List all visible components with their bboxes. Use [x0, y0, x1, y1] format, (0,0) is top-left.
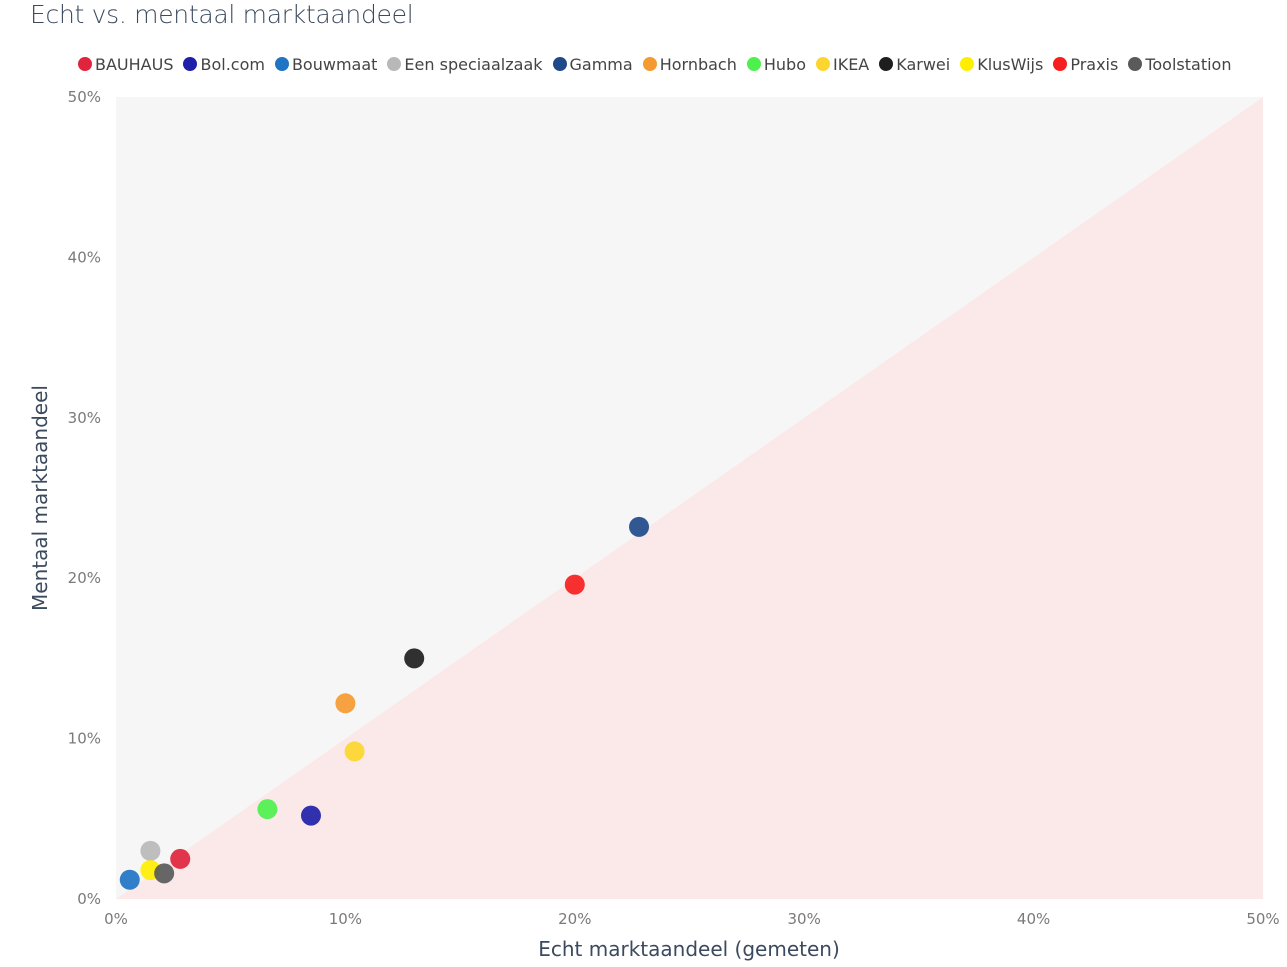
legend-item-toolstation[interactable]: Toolstation	[1128, 55, 1231, 74]
legend-label: Hubo	[763, 54, 806, 74]
x-tick-label: 10%	[329, 910, 362, 928]
legend-dot	[552, 57, 567, 71]
y-tick-label: 20%	[68, 569, 101, 587]
legend-dot	[960, 57, 975, 71]
legend-dot	[274, 57, 289, 71]
legend-label: Toolstation	[1145, 54, 1232, 74]
legend-dot	[1128, 57, 1143, 71]
point-een-speciaalzaak[interactable]	[140, 840, 161, 861]
legend-dot	[78, 57, 92, 71]
legend-item-hornbach[interactable]: Hornbach	[642, 54, 737, 74]
legend-dot	[815, 57, 830, 71]
legend-item-praxis[interactable]: Praxis	[1053, 55, 1118, 74]
legend-dot	[387, 57, 402, 71]
plot-background	[116, 97, 1263, 899]
legend-label: Praxis	[1070, 54, 1119, 74]
legend-item-kluswijs[interactable]: KlusWijs	[960, 55, 1043, 74]
point-hubo[interactable]	[257, 799, 278, 820]
point-toolstation[interactable]	[154, 863, 175, 884]
legend: BAUHAUS Bol.com Bouwmaat Een speciaalzaak Ga…	[78, 52, 1241, 76]
legend-item-een-speciaalzaak[interactable]: Een speciaalzaak	[387, 54, 543, 74]
x-tick-label: 30%	[788, 910, 821, 928]
legend-dot	[879, 57, 894, 71]
y-axis-ticks: 0% 10% 20% 30% 40% 50%	[68, 88, 101, 908]
y-tick-label: 40%	[68, 248, 101, 266]
legend-label: BAUHAUS	[95, 54, 174, 74]
legend-item-bouwmaat[interactable]: Bouwmaat	[274, 54, 378, 74]
legend-item-ikea[interactable]: IKEA	[815, 54, 870, 74]
legend-label: Bouwmaat	[291, 54, 378, 74]
x-tick-label: 50%	[1246, 910, 1279, 928]
legend-label: Gamma	[569, 54, 633, 74]
point-bauhaus[interactable]	[170, 848, 191, 869]
y-tick-label: 10%	[68, 730, 101, 748]
legend-label: Hornbach	[659, 54, 737, 74]
y-tick-label: 30%	[68, 409, 101, 427]
data-points	[119, 516, 650, 890]
x-tick-label: 20%	[558, 910, 591, 928]
region-below-diagonal	[116, 97, 1263, 899]
legend-item-hubo[interactable]: Hubo	[746, 54, 806, 74]
legend-item-bauhaus[interactable]: BAUHAUS	[78, 55, 173, 74]
point-hornbach[interactable]	[335, 693, 356, 714]
x-axis-title: Echt marktaandeel (gemeten)	[538, 937, 840, 961]
x-tick-label: 0%	[104, 910, 128, 928]
point-gamma[interactable]	[629, 516, 650, 537]
chart-title: Echt vs. mentaal marktaandeel	[30, 0, 414, 29]
y-tick-label: 50%	[68, 88, 101, 106]
point-praxis[interactable]	[564, 574, 585, 595]
legend-dot	[1053, 57, 1068, 71]
legend-label: Karwei	[896, 54, 951, 74]
point-ikea[interactable]	[344, 741, 365, 762]
legend-label: Bol.com	[200, 54, 265, 74]
y-axis-title: Mentaal marktaandeel	[28, 385, 52, 611]
legend-item-bol-com[interactable]: Bol.com	[183, 54, 265, 74]
point-karwei[interactable]	[404, 648, 425, 669]
point-bouwmaat[interactable]	[119, 869, 140, 890]
x-axis-ticks: 0% 10% 20% 30% 40% 50%	[104, 910, 1280, 928]
point-bol-com[interactable]	[300, 805, 321, 826]
y-tick-label: 0%	[77, 890, 101, 908]
x-tick-label: 40%	[1017, 910, 1050, 928]
legend-dot	[642, 57, 657, 71]
legend-dot	[183, 57, 198, 71]
legend-label: Een speciaalzaak	[404, 54, 543, 74]
legend-label: IKEA	[832, 54, 870, 74]
legend-item-gamma[interactable]: Gamma	[552, 54, 633, 74]
legend-label: KlusWijs	[977, 54, 1044, 74]
legend-item-karwei[interactable]: Karwei	[879, 55, 950, 74]
legend-dot	[746, 57, 761, 71]
